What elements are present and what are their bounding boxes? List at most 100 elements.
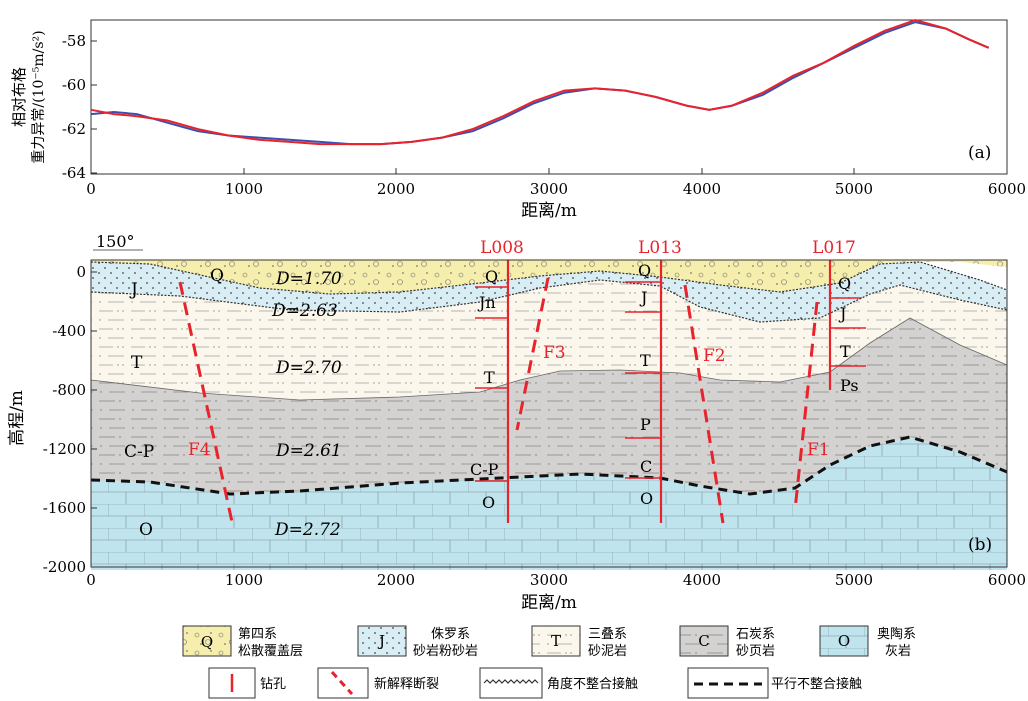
- formation-label: T: [640, 351, 651, 370]
- legend-symbol: Q: [201, 633, 213, 651]
- panel-b: L008 L013 L017 F1 F2 F3 F4 D=1.70 D=2.63…: [7, 232, 1026, 613]
- density-j: D=2.63: [271, 301, 338, 321]
- panel-a-xtick: 0: [86, 180, 96, 198]
- legend-label: 侏罗系: [431, 627, 470, 642]
- legend-item-ordovician: O 奥陶系 灰岩: [819, 625, 916, 659]
- strata: [91, 260, 1007, 570]
- legend-item-angular-unconformity: 角度不整合接触: [479, 667, 638, 699]
- formation-label: O: [139, 520, 153, 540]
- legend-symbol: J: [377, 632, 385, 650]
- panel-b-frame: [90, 259, 1008, 568]
- panel-a-xtick: 5000: [835, 180, 873, 198]
- density-q: D=1.70: [275, 269, 342, 289]
- formation-label: T: [131, 353, 143, 373]
- fault-f2: [683, 284, 725, 524]
- fault-label-f4: F4: [188, 440, 211, 460]
- panel-b-ytick: -400: [52, 322, 86, 340]
- panel-b-ytick: 0: [76, 263, 86, 281]
- triassic: [91, 280, 1007, 400]
- legend-label: 灰岩: [885, 644, 911, 659]
- density-cp: D=2.61: [275, 441, 342, 461]
- formation-label: Q: [485, 267, 498, 286]
- borehole-label-l008: L008: [480, 238, 524, 258]
- panel-b-xtick: 5000: [835, 571, 873, 589]
- formation-label: J: [838, 304, 846, 323]
- legend-label: 三叠系: [588, 627, 627, 642]
- observed-gravity-line: [90, 21, 990, 146]
- panel-b-ytick: -800: [52, 381, 86, 399]
- fault-label-f1: F1: [807, 440, 830, 460]
- panel-a-xlabel: 距离/m: [521, 201, 577, 221]
- quaternary: [91, 260, 1007, 294]
- legend-label: 奥陶系: [877, 626, 916, 642]
- legend-symbol: T: [551, 632, 561, 650]
- panel-b-ytick: -1200: [43, 440, 86, 458]
- boreholes: [475, 260, 866, 523]
- panel-b-ytick: -1600: [43, 499, 86, 517]
- legend-label: 砂页岩: [736, 644, 775, 659]
- legend-label: 石炭系: [736, 627, 775, 642]
- parallel-unconformity: [90, 435, 1008, 496]
- formation-label: O: [640, 489, 653, 508]
- formation-label: J: [129, 280, 138, 300]
- formation-label: T: [840, 342, 851, 361]
- legend-item-carboniferous: C 石炭系 砂页岩: [679, 625, 775, 659]
- legend-label: 砂泥岩: [588, 644, 627, 659]
- panel-b-xtick: 6000: [988, 571, 1026, 589]
- panel-b-ylabel: 高程/m: [7, 390, 27, 446]
- legend-label: 新解释断裂: [374, 676, 439, 692]
- panel-b-xtick: 2000: [377, 571, 415, 589]
- legend-label: 松散覆盖层: [238, 644, 303, 659]
- panel-a-ytick: -58: [62, 32, 86, 50]
- panel-a-xtick: 4000: [683, 180, 721, 198]
- formation-label: O: [482, 493, 495, 512]
- panel-b-yaxis: 0 -400 -800 -1200 -1600 -2000: [43, 263, 97, 576]
- legend-label: 钻孔: [260, 677, 286, 692]
- carboniferous-permian: [91, 318, 1007, 494]
- borehole-label-l013: L013: [638, 238, 682, 258]
- fault-f3: [515, 277, 550, 431]
- legend-item-quaternary: Q 第四系 松散覆盖层: [182, 625, 303, 659]
- panel-a-xaxis: 0 1000 2000 3000 4000 5000 6000: [86, 168, 1026, 198]
- panel-a-label: (a): [968, 143, 991, 163]
- legend-label: 平行不整合接触: [771, 676, 862, 692]
- formation-label: J: [639, 288, 647, 307]
- legend-item-parallel-unconformity: 平行不整合接触: [687, 667, 862, 699]
- legend-label: 角度不整合接触: [547, 676, 638, 692]
- formation-label: C: [640, 457, 652, 476]
- legend-symbol: C: [698, 632, 709, 650]
- formation-label: P: [640, 415, 651, 434]
- density-t: D=2.70: [275, 358, 342, 378]
- legend-item-borehole: 钻孔: [208, 667, 286, 699]
- panel-a: -58 -60 -62 -64 0 1000 2000 3000 4000 50…: [10, 18, 1026, 221]
- calculated-gravity-line: [90, 18, 990, 146]
- panel-b-xlabel: 距离/m: [521, 593, 577, 613]
- formation-label: Ps: [840, 376, 859, 395]
- panel-a-ytick: -62: [62, 120, 86, 138]
- panel-a-ytick: -60: [62, 76, 86, 94]
- panel-a-xtick: 2000: [377, 180, 415, 198]
- panel-b-xaxis: 0 1000 2000 3000 4000 5000 6000: [86, 571, 1026, 589]
- panel-a-ylabel-line1: 相对布格: [10, 67, 28, 127]
- panel-a-series: [90, 18, 990, 146]
- panel-b-xtick: 3000: [530, 571, 568, 589]
- formation-label: C-P: [470, 460, 499, 479]
- formation-label: Jn: [477, 293, 496, 312]
- faults: [178, 277, 819, 524]
- legend-label: 第四系: [238, 627, 277, 642]
- formation-label: T: [484, 368, 495, 387]
- fault-label-f2: F2: [703, 346, 726, 366]
- formation-label: Q: [838, 274, 851, 293]
- panel-a-xtick: 3000: [530, 180, 568, 198]
- formation-label: C-P: [124, 442, 154, 462]
- panel-b-ytick: -2000: [43, 558, 86, 576]
- fault-f1: [793, 301, 819, 511]
- azimuth-label: 150°: [96, 232, 135, 251]
- panel-b-label: (b): [968, 535, 992, 555]
- panel-a-ytick: -64: [62, 164, 86, 182]
- panel-a-ylabel-line2: 重力异常/(10⁻⁵m/s²): [31, 30, 47, 163]
- jurassic: [91, 262, 1007, 322]
- panel-a-xtick: 1000: [225, 180, 263, 198]
- borehole-label-l017: L017: [812, 238, 856, 258]
